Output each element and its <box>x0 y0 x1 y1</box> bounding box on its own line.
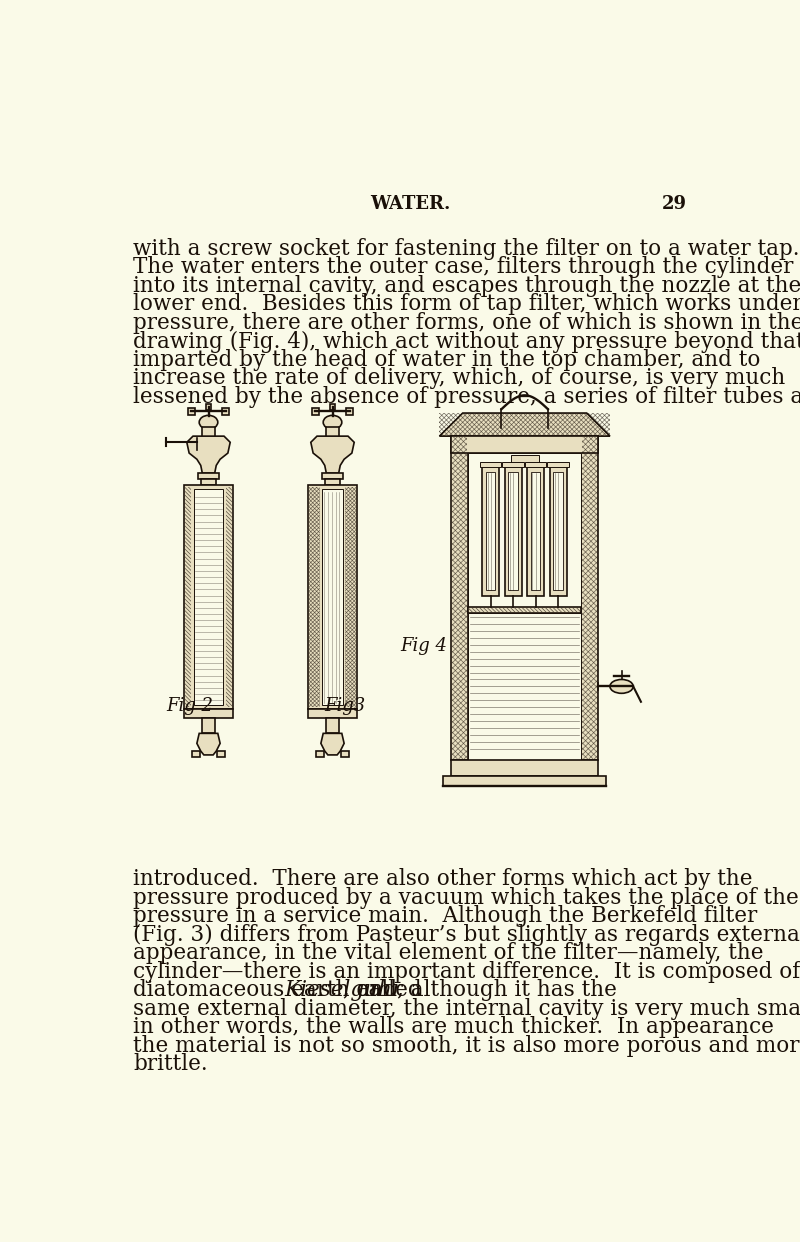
Bar <box>322 473 343 479</box>
Bar <box>341 751 349 758</box>
Text: imparted by the head of water in the top chamber, and to: imparted by the head of water in the top… <box>134 349 761 371</box>
Text: pressure, there are other forms, one of which is shown in the: pressure, there are other forms, one of … <box>134 312 800 334</box>
Bar <box>217 751 225 758</box>
Bar <box>309 709 357 718</box>
Bar <box>185 709 233 718</box>
Text: lessened by the absence of pressure, a series of filter tubes are: lessened by the absence of pressure, a s… <box>134 386 800 407</box>
Bar <box>505 466 522 596</box>
Text: (Fig. 3) differs from Pasteur’s but slightly as regards external: (Fig. 3) differs from Pasteur’s but slig… <box>134 924 800 946</box>
Bar <box>187 409 195 415</box>
Polygon shape <box>197 733 220 755</box>
Bar <box>527 466 544 596</box>
Bar <box>550 466 566 596</box>
Ellipse shape <box>323 415 342 430</box>
Bar <box>202 718 214 733</box>
Polygon shape <box>310 436 354 473</box>
Text: Fig3: Fig3 <box>325 697 366 715</box>
Text: same external diameter, the internal cavity is very much smaller;: same external diameter, the internal cav… <box>134 997 800 1020</box>
Bar <box>326 427 338 437</box>
Polygon shape <box>321 733 344 755</box>
Bar <box>194 489 223 705</box>
Text: the material is not so smooth, it is also more porous and more: the material is not so smooth, it is als… <box>134 1035 800 1057</box>
Polygon shape <box>187 436 230 473</box>
Text: The water enters the outer case, filters through the cylinder: The water enters the outer case, filters… <box>134 257 794 278</box>
Ellipse shape <box>199 415 218 430</box>
Text: brittle.: brittle. <box>134 1053 208 1076</box>
Bar <box>554 472 562 590</box>
Bar <box>451 760 598 776</box>
Bar <box>497 427 553 437</box>
Bar <box>482 466 499 596</box>
Bar <box>525 462 546 467</box>
Bar <box>509 472 518 590</box>
Bar <box>502 462 524 467</box>
Text: Kieselguhr: Kieselguhr <box>285 979 402 1001</box>
Text: with a screw socket for fastening the filter on to a water tap.: with a screw socket for fastening the fi… <box>134 238 800 260</box>
Text: in other words, the walls are much thicker.  In appearance: in other words, the walls are much thick… <box>134 1016 774 1038</box>
Polygon shape <box>439 414 610 436</box>
Bar <box>326 718 338 733</box>
Bar <box>322 489 343 705</box>
Bar <box>547 462 569 467</box>
Text: WATER.: WATER. <box>370 195 450 212</box>
Text: appearance, in the vital element of the filter—namely, the: appearance, in the vital element of the … <box>134 943 764 964</box>
Bar <box>201 479 216 486</box>
Bar <box>311 409 319 415</box>
Bar <box>346 409 354 415</box>
Bar <box>192 751 200 758</box>
Bar <box>222 409 230 415</box>
Bar <box>309 486 357 709</box>
Bar <box>468 453 582 607</box>
Bar <box>468 614 582 760</box>
Bar <box>206 404 211 410</box>
Bar <box>582 436 598 760</box>
Bar <box>468 607 582 614</box>
Text: drawing (Fig. 4), which act without any pressure beyond that: drawing (Fig. 4), which act without any … <box>134 330 800 353</box>
Bar <box>325 479 340 486</box>
Text: increase the rate of delivery, which, of course, is very much: increase the rate of delivery, which, of… <box>134 368 786 390</box>
Bar <box>198 473 219 479</box>
Bar <box>451 436 468 760</box>
Bar <box>443 776 606 786</box>
Text: diatomaceous earth called: diatomaceous earth called <box>134 979 429 1001</box>
Text: Fig 2: Fig 2 <box>166 697 213 715</box>
Text: cylinder—there is an important difference.  It is composed of: cylinder—there is an important differenc… <box>134 961 800 982</box>
Text: pressure in a service main.  Although the Berkefeld filter: pressure in a service main. Although the… <box>134 905 758 928</box>
Bar <box>330 404 335 410</box>
Bar <box>480 462 502 467</box>
Text: 29: 29 <box>662 195 687 212</box>
Text: into its internal cavity, and escapes through the nozzle at the: into its internal cavity, and escapes th… <box>134 274 800 297</box>
Bar <box>316 751 324 758</box>
Bar <box>185 486 233 709</box>
Bar <box>486 472 495 590</box>
Text: pressure produced by a vacuum which takes the place of the: pressure produced by a vacuum which take… <box>134 887 799 909</box>
Bar <box>451 436 598 453</box>
Text: introduced.  There are also other forms which act by the: introduced. There are also other forms w… <box>134 868 753 891</box>
Text: lower end.  Besides this form of tap filter, which works under: lower end. Besides this form of tap filt… <box>134 293 800 315</box>
Text: diatomaceous earth called: diatomaceous earth called <box>134 979 429 1001</box>
Bar <box>202 427 214 437</box>
Ellipse shape <box>610 679 634 693</box>
Bar <box>531 472 540 590</box>
Text: Fig 4: Fig 4 <box>400 637 447 656</box>
Bar <box>510 455 538 463</box>
Text: , and, although it has the: , and, although it has the <box>342 979 617 1001</box>
